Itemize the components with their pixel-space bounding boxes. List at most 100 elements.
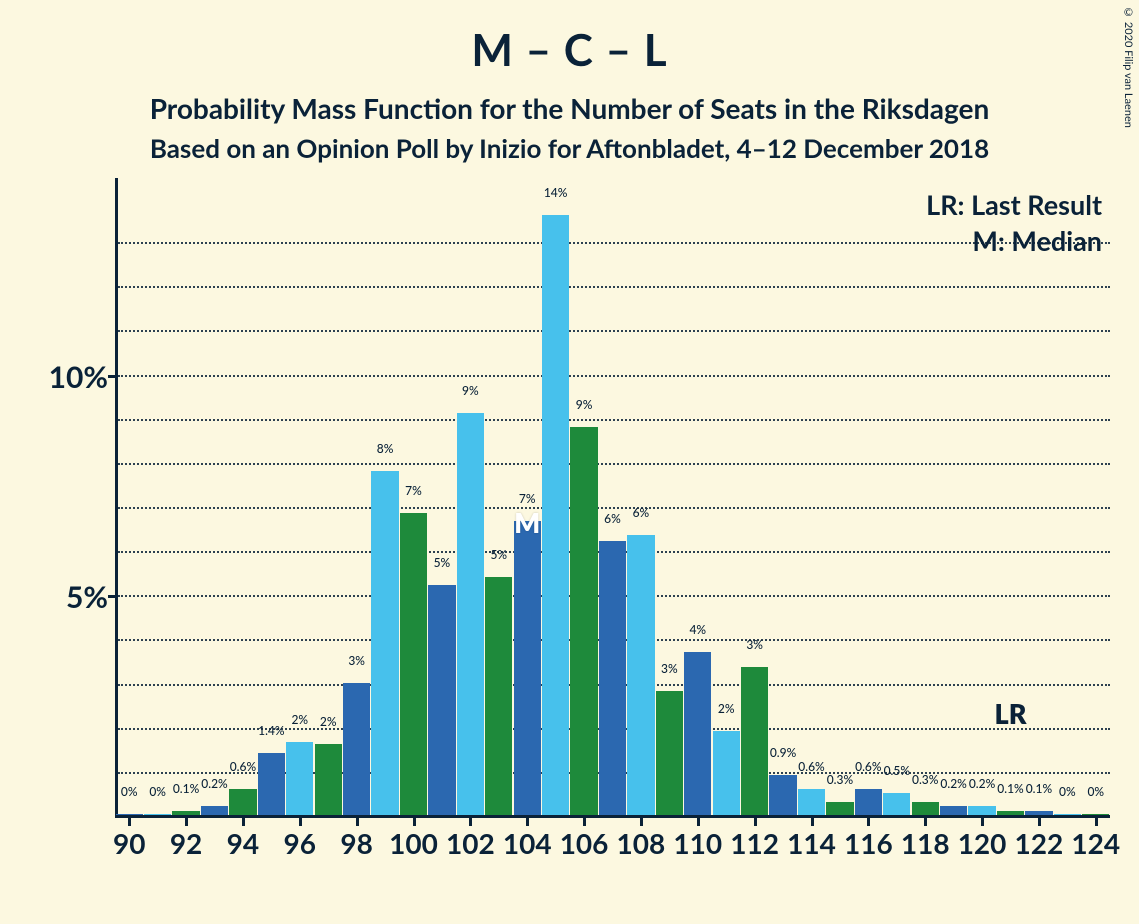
x-tick-label: 116	[844, 826, 893, 860]
x-tick-mark	[526, 818, 529, 826]
chart-subtitle-1: Probability Mass Function for the Number…	[0, 91, 1139, 125]
bar	[286, 742, 313, 815]
gridline	[118, 507, 1110, 509]
x-tick-mark	[128, 818, 131, 826]
legend-median: M: Median	[972, 224, 1102, 257]
copyright-text: © 2020 Filip van Laenen	[1122, 6, 1135, 128]
bar	[542, 215, 569, 815]
x-tick-label: 108	[617, 826, 666, 860]
x-tick-mark	[242, 818, 245, 826]
bar	[485, 577, 512, 815]
x-tick-label: 102	[446, 826, 495, 860]
bar	[457, 413, 484, 815]
chart-subtitle-2: Based on an Opinion Poll by Inizio for A…	[0, 132, 1139, 164]
x-tick-label: 110	[673, 826, 722, 860]
bar	[656, 691, 683, 815]
bar-value-label: 4%	[689, 622, 706, 637]
x-tick-mark	[981, 818, 984, 826]
x-axis-line	[115, 815, 1110, 818]
bar-value-label: 3%	[348, 653, 365, 668]
bar	[343, 683, 370, 815]
bar	[428, 585, 455, 815]
gridline	[118, 286, 1110, 288]
bar-value-label: 2%	[718, 701, 735, 716]
bar-value-label: 7%	[405, 483, 422, 498]
x-tick-label: 112	[730, 826, 779, 860]
x-tick-mark	[469, 818, 472, 826]
bar-value-label: 6%	[604, 511, 621, 526]
x-tick-label: 120	[958, 826, 1007, 860]
bar	[371, 471, 398, 815]
bar	[883, 793, 910, 815]
bar	[315, 744, 342, 815]
last-result-marker: LR	[995, 697, 1027, 730]
bar-value-label: 7%	[519, 491, 536, 506]
x-tick-label: 124	[1071, 826, 1120, 860]
bar	[769, 775, 796, 815]
bar-value-label: 0.1%	[1026, 781, 1052, 796]
bar-value-label: 0%	[1087, 784, 1104, 799]
bar-value-label: 2%	[320, 714, 337, 729]
y-tick-label: 5%	[8, 579, 108, 615]
bar	[912, 802, 939, 815]
bar	[855, 789, 882, 815]
gridline	[118, 375, 1110, 377]
x-tick-label: 94	[227, 826, 259, 860]
bar-value-label: 0%	[149, 784, 166, 799]
bar	[258, 753, 285, 815]
x-tick-mark	[1038, 818, 1041, 826]
bar	[144, 814, 171, 815]
bar	[940, 806, 967, 815]
x-tick-mark	[413, 818, 416, 826]
bar-value-label: 3%	[746, 637, 763, 652]
bar-value-label: 1.4%	[258, 723, 284, 738]
x-tick-label: 106	[560, 826, 609, 860]
x-tick-mark	[811, 818, 814, 826]
bar-value-label: 0.2%	[940, 776, 966, 791]
bar-value-label: 0.9%	[770, 745, 796, 760]
x-tick-mark	[867, 818, 870, 826]
bar-value-label: 2%	[291, 712, 308, 727]
x-tick-mark	[356, 818, 359, 826]
y-tick-mark	[108, 375, 115, 378]
x-tick-mark	[185, 818, 188, 826]
x-tick-mark	[697, 818, 700, 826]
bar	[400, 513, 427, 815]
x-tick-label: 118	[901, 826, 950, 860]
bar-value-label: 0.5%	[884, 763, 910, 778]
x-tick-mark	[924, 818, 927, 826]
x-tick-label: 100	[389, 826, 438, 860]
x-tick-label: 114	[787, 826, 836, 860]
bar	[968, 806, 995, 815]
bar-value-label: 0%	[1059, 784, 1076, 799]
bar-value-label: 0.3%	[912, 772, 938, 787]
gridline	[118, 419, 1110, 421]
bar-value-label: 8%	[377, 441, 394, 456]
bar-value-label: 0.3%	[827, 772, 853, 787]
bar-value-label: 0.6%	[798, 759, 824, 774]
x-tick-label: 90	[113, 826, 145, 860]
y-axis-line	[115, 178, 118, 818]
bar	[570, 427, 597, 815]
x-tick-mark	[299, 818, 302, 826]
x-tick-mark	[640, 818, 643, 826]
bar-value-label: 3%	[661, 661, 678, 676]
chart-plot-area: LR: Last Result M: Median 5%10%909294969…	[115, 178, 1110, 818]
chart-title: M – C – L	[0, 24, 1139, 76]
bar	[514, 521, 541, 815]
bar	[684, 652, 711, 815]
bar-value-label: 0.1%	[997, 781, 1023, 796]
bar-value-label: 6%	[633, 505, 650, 520]
legend-last-result: LR: Last Result	[926, 188, 1102, 221]
gridline	[118, 242, 1110, 244]
x-tick-label: 122	[1015, 826, 1064, 860]
bar-value-label: 9%	[576, 397, 593, 412]
bar	[172, 811, 199, 815]
bar	[229, 789, 256, 815]
bar	[1025, 811, 1052, 815]
x-tick-label: 96	[284, 826, 316, 860]
bar	[1082, 814, 1109, 815]
x-tick-mark	[754, 818, 757, 826]
bar-value-label: 5%	[434, 555, 451, 570]
bar-value-label: 5%	[490, 547, 507, 562]
